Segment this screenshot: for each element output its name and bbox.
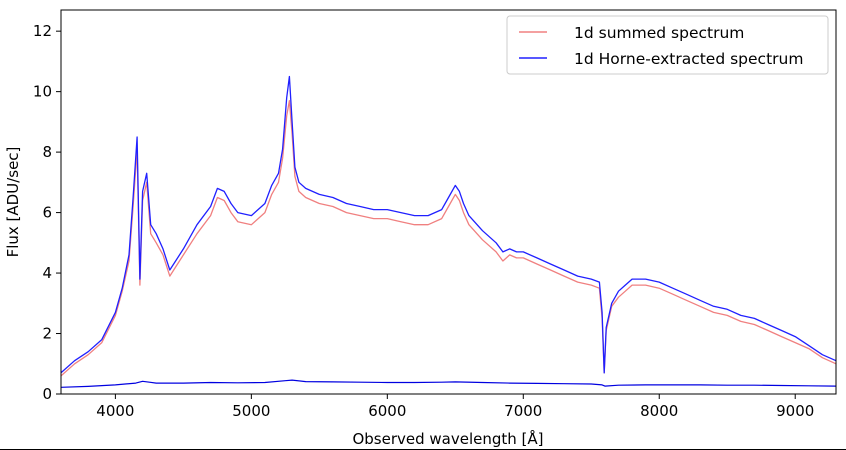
y-tick-label: 4 — [42, 264, 52, 282]
series-line-1 — [61, 100, 836, 377]
y-tick-label: 6 — [42, 204, 52, 222]
y-tick-label: 12 — [33, 22, 52, 40]
x-tick-label: 9000 — [776, 402, 814, 420]
y-tick-label: 0 — [42, 385, 52, 403]
y-axis-ticks: 0 2 4 6 8 10 12 — [33, 22, 61, 403]
series-line-2 — [61, 75, 836, 374]
y-tick-label: 10 — [33, 83, 52, 101]
series-layer — [61, 75, 836, 388]
legend-box — [506, 15, 829, 75]
legend: 1d summed spectrum 1d Horne-extracted sp… — [506, 15, 829, 75]
series-line-3 — [61, 379, 836, 388]
legend-label-horne: 1d Horne-extracted spectrum — [574, 50, 803, 68]
x-tick-label: 6000 — [368, 402, 406, 420]
y-tick-label: 8 — [42, 143, 52, 161]
x-tick-label: 7000 — [504, 402, 542, 420]
plot-frame — [60, 9, 837, 395]
x-tick-label: 4000 — [96, 402, 134, 420]
x-tick-label: 5000 — [232, 402, 270, 420]
x-axis-ticks: 4000 5000 6000 7000 8000 9000 — [96, 394, 814, 420]
y-axis-label: Flux [ADU/sec] — [4, 147, 22, 258]
y-tick-label: 2 — [42, 325, 52, 343]
x-tick-label: 8000 — [640, 402, 678, 420]
legend-label-summed: 1d summed spectrum — [574, 24, 744, 42]
x-axis-label: Observed wavelength [Å] — [352, 429, 543, 448]
